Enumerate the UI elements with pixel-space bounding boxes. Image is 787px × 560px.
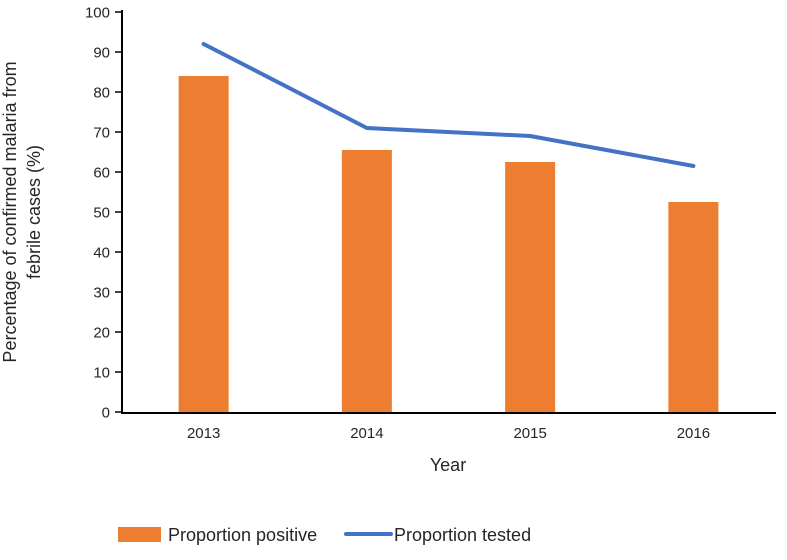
x-tick-label-2014: 2014 [350, 425, 383, 442]
legend-bar-swatch [118, 527, 161, 542]
y-tick-label: 100 [85, 5, 110, 22]
y-axis-ticks: 0 10 20 30 40 50 60 70 80 90 100 [85, 5, 122, 422]
y-tick-label: 50 [93, 205, 110, 222]
y-tick-label: 20 [93, 325, 110, 342]
y-tick-label: 0 [102, 405, 110, 422]
y-tick-label: 40 [93, 245, 110, 262]
y-tick-label: 10 [93, 365, 110, 382]
x-tick-label-2013: 2013 [187, 425, 220, 442]
bar-2016 [668, 202, 719, 412]
line-series [201, 42, 696, 168]
y-tick-label: 30 [93, 285, 110, 302]
x-axis-ticks: 2013 2014 2015 2016 [187, 425, 710, 442]
y-axis-title: Percentage of confirmed malaria from feb… [0, 61, 44, 362]
legend: Proportion positive Proportion tested [118, 525, 531, 545]
bar-2013 [178, 76, 229, 412]
y-tick-label: 60 [93, 165, 110, 182]
legend-label-tested: Proportion tested [394, 525, 531, 545]
y-tick-label: 70 [93, 125, 110, 142]
y-axis-title-line2: febrile cases (%) [24, 145, 44, 279]
x-axis-title: Year [430, 455, 466, 475]
y-axis-title-line1: Percentage of confirmed malaria from [0, 61, 20, 362]
bar-2015 [505, 162, 556, 412]
y-tick-label: 90 [93, 45, 110, 62]
x-tick-label-2016: 2016 [677, 425, 710, 442]
bar-2014 [341, 150, 392, 412]
y-tick-label: 80 [93, 85, 110, 102]
x-tick-label-2015: 2015 [513, 425, 546, 442]
legend-label-positive: Proportion positive [168, 525, 317, 545]
bar-series [178, 76, 719, 412]
